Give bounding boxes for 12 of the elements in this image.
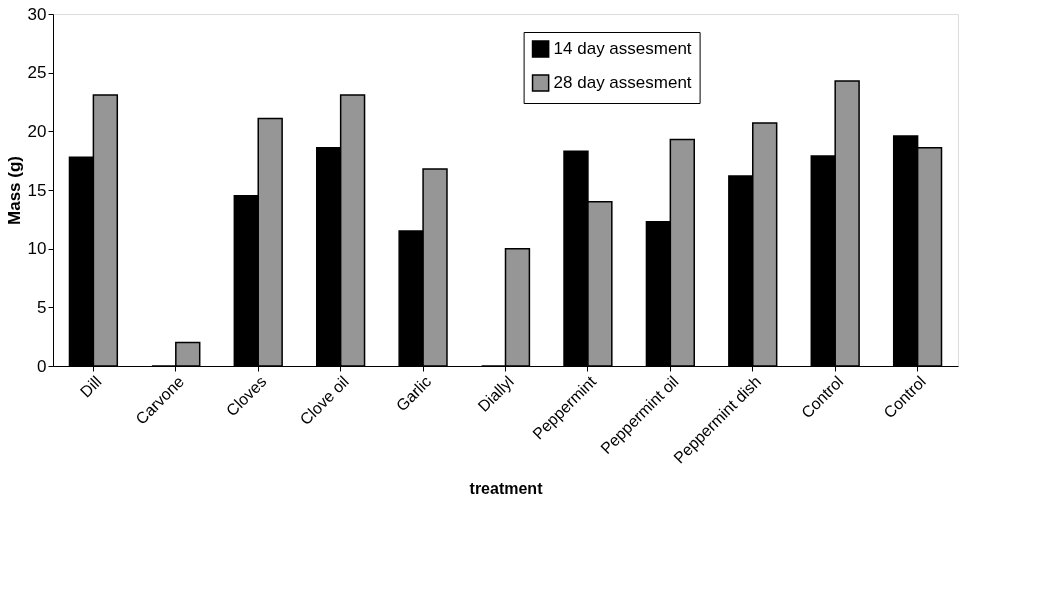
y-tick-label: 30 <box>27 4 47 24</box>
y-tick-label: 15 <box>27 180 47 200</box>
y-axis-title: Mass (g) <box>4 156 24 225</box>
legend-label: 14 day assesment <box>553 39 692 58</box>
x-axis-title: treatment <box>469 479 544 497</box>
legend-label: 28 day assesment <box>553 73 692 92</box>
y-tick-label: 5 <box>37 297 47 317</box>
y-tick-label: 0 <box>37 356 47 376</box>
y-tick-label: 25 <box>27 63 47 83</box>
y-tick-label: 10 <box>27 239 47 259</box>
y-tick-label: 20 <box>27 121 47 141</box>
x-tick-label: Dill <box>76 372 105 401</box>
